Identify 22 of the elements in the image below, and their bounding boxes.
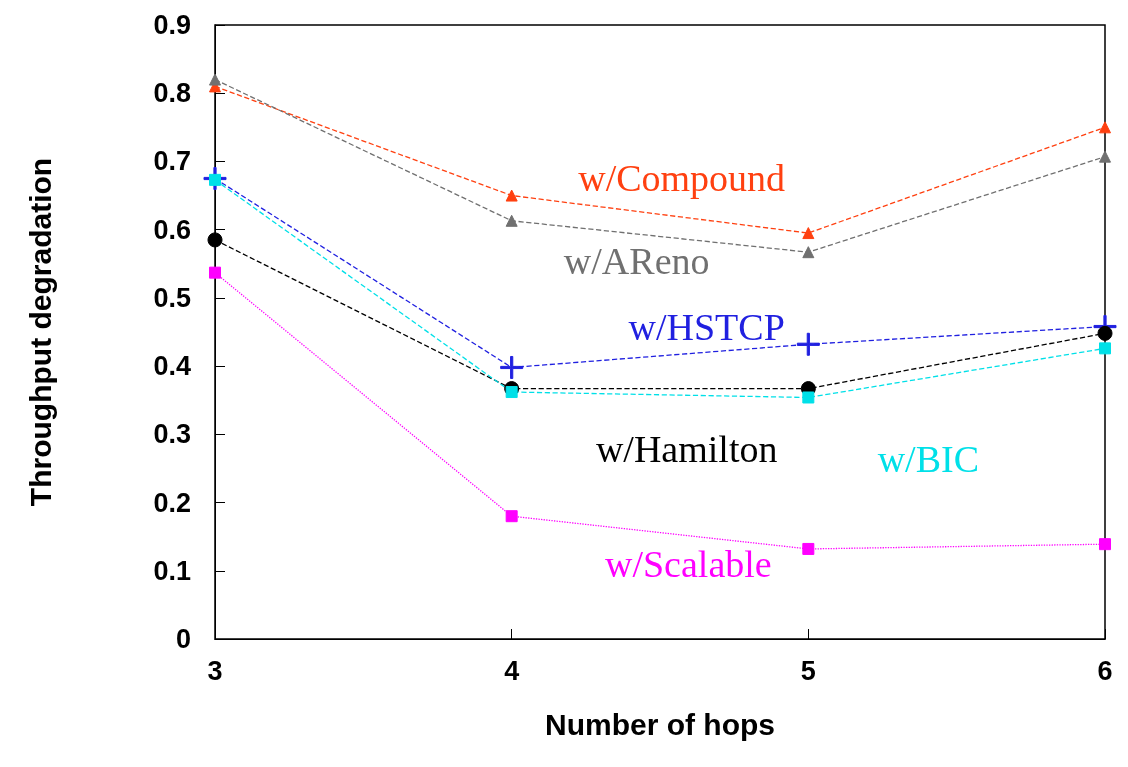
y-tick-label: 0.5 [153, 282, 191, 313]
y-tick-label: 0.6 [153, 214, 191, 245]
y-tick-label: 0.7 [153, 146, 191, 177]
x-tick-label: 5 [800, 655, 816, 686]
series-label: w/HSTCP [628, 306, 785, 349]
y-tick-label: 0.8 [153, 78, 191, 109]
y-tick-label: 0.9 [153, 10, 191, 40]
y-tick-label: 0.4 [153, 351, 191, 382]
series-label: w/Scalable [604, 542, 772, 585]
x-axis-title: Number of hops [545, 707, 775, 741]
y-tick-label: 0.2 [153, 487, 191, 518]
series-label: w/Hamilton [595, 427, 778, 470]
x-tick-label: 3 [207, 655, 223, 686]
y-axis-title: Throughput degradation [23, 157, 57, 507]
series-label: w/AReno [563, 239, 710, 282]
y-tick-label: 0.3 [153, 419, 191, 450]
series-label: w/BIC [877, 438, 980, 481]
x-tick-label: 6 [1097, 655, 1113, 686]
y-tick-label: 0.1 [153, 555, 191, 586]
y-tick-label: 0 [175, 624, 191, 654]
series-label: w/Compound [578, 156, 786, 199]
x-tick-label: 4 [504, 655, 520, 686]
